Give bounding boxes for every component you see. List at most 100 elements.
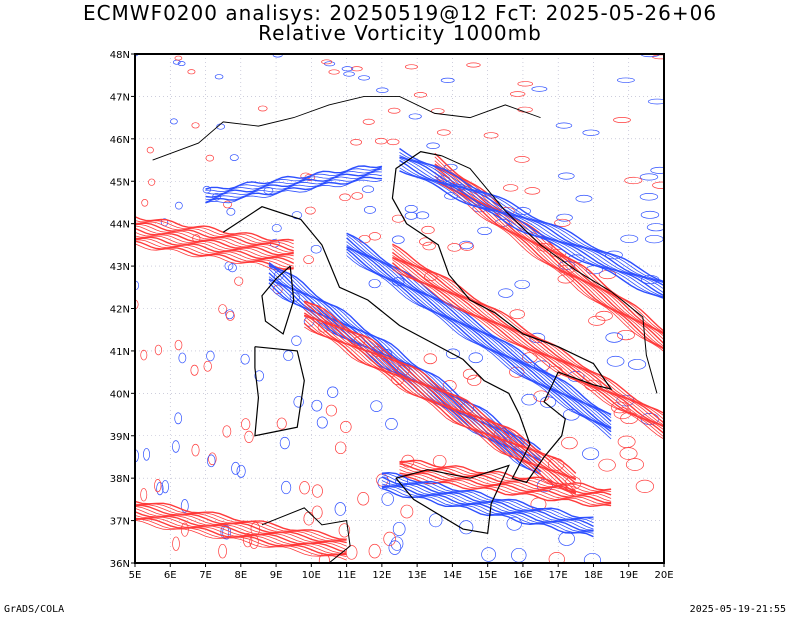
contour-line <box>205 166 383 193</box>
contour-loop <box>436 129 451 136</box>
contour-loop <box>605 332 623 343</box>
contour-loop <box>639 193 659 201</box>
longitude-axis: 5E 6E 7E 8E 9E 10E 11E 12E 13E 14E 15E 16E 17E 18E 19E… <box>129 563 674 581</box>
contour-loop <box>190 364 199 376</box>
contour-loop <box>161 480 169 494</box>
contour-loop <box>617 329 635 341</box>
contour-loop <box>350 66 363 72</box>
sicily-coastline <box>395 464 510 535</box>
contour-line <box>346 232 612 416</box>
italy-coastline <box>222 150 613 484</box>
contour-line <box>135 222 294 252</box>
contour-loop <box>509 309 525 320</box>
contour-line <box>399 156 664 287</box>
contour-line <box>346 248 612 433</box>
lon-tick-label: 15E <box>478 570 497 581</box>
contour-loop <box>154 479 162 493</box>
render-timestamp: 2025-05-19-21:55 <box>689 604 786 615</box>
contour-loop <box>172 440 180 453</box>
contour-loop <box>444 192 459 200</box>
contour-line <box>381 486 594 533</box>
lon-tick-label: 6E <box>164 570 177 581</box>
contour-loop <box>370 400 383 412</box>
contour-loop <box>143 448 151 461</box>
contour-line <box>346 246 612 429</box>
contour-loop <box>225 309 235 320</box>
contour-loop <box>422 241 436 251</box>
contour-loop <box>404 64 418 70</box>
contour-loop <box>620 234 639 244</box>
lat-tick-label: 40N <box>110 389 130 400</box>
contour-loop <box>299 481 310 495</box>
contour-loop <box>156 481 164 496</box>
contour-loop <box>404 205 418 213</box>
contour-loop <box>244 430 254 443</box>
contour-line <box>135 238 294 267</box>
contour-loop <box>334 441 347 455</box>
contour-loop <box>385 418 398 430</box>
contour-loop <box>293 396 304 408</box>
contour-loop <box>222 425 232 438</box>
contour-loop <box>639 173 659 181</box>
contour-loop <box>338 523 351 538</box>
lat-tick-label: 37N <box>110 517 130 528</box>
contour-line <box>434 152 664 332</box>
contour-loop <box>558 261 575 270</box>
contour-loop <box>652 181 664 189</box>
contour-loop <box>206 350 215 362</box>
contour-loop <box>328 69 340 75</box>
contour-loop <box>498 288 514 298</box>
lon-tick-label: 9E <box>270 570 283 581</box>
contour-loop <box>177 61 186 67</box>
contour-loop <box>178 352 187 364</box>
contour-loop <box>650 166 664 174</box>
vorticity-contours <box>135 54 664 563</box>
contour-loop <box>640 210 660 219</box>
contour-loop <box>207 454 216 468</box>
contour-loop <box>647 98 664 105</box>
contour-line <box>135 235 294 260</box>
contour-line <box>392 256 664 427</box>
contour-loop <box>558 531 575 546</box>
contour-loop <box>172 536 180 551</box>
contour-loop <box>423 353 437 365</box>
contour-loop <box>376 87 389 93</box>
contour-loop <box>374 137 388 145</box>
contour-loop <box>506 516 522 531</box>
contour-loop <box>205 154 215 162</box>
contour-line <box>205 171 382 201</box>
contour-line <box>399 475 612 508</box>
coastline-and-borders <box>152 95 658 563</box>
lat-tick-label: 48N <box>110 50 130 61</box>
lat-tick-label: 41N <box>110 347 130 358</box>
contour-loop <box>419 237 433 246</box>
contour-line <box>268 276 541 465</box>
contour-loop <box>575 194 593 203</box>
contour-line <box>304 318 576 494</box>
contour-line <box>135 511 347 553</box>
contour-loop <box>588 315 606 326</box>
contour-line <box>399 159 664 297</box>
contour-loop <box>311 399 323 412</box>
contour-loop <box>321 59 333 65</box>
contour-loop <box>303 255 314 264</box>
contour-line <box>135 220 294 245</box>
contour-loop <box>140 488 148 502</box>
contour-loop <box>191 443 200 457</box>
contour-line <box>135 240 294 270</box>
contour-line <box>205 174 382 203</box>
contour-loop <box>446 348 460 360</box>
contour-loop <box>305 206 316 215</box>
contour-loop <box>350 139 363 146</box>
contour-loop <box>272 54 283 58</box>
lon-tick-label: 12E <box>372 570 391 581</box>
contour-line <box>392 269 664 440</box>
lon-tick-label: 7E <box>199 570 212 581</box>
contour-loop <box>521 393 538 406</box>
contour-line <box>268 262 542 451</box>
contour-loop <box>218 543 227 559</box>
contour-loop <box>554 218 571 227</box>
contour-loop <box>311 505 323 520</box>
contour-loop <box>363 205 376 214</box>
contour-loop <box>548 551 565 563</box>
